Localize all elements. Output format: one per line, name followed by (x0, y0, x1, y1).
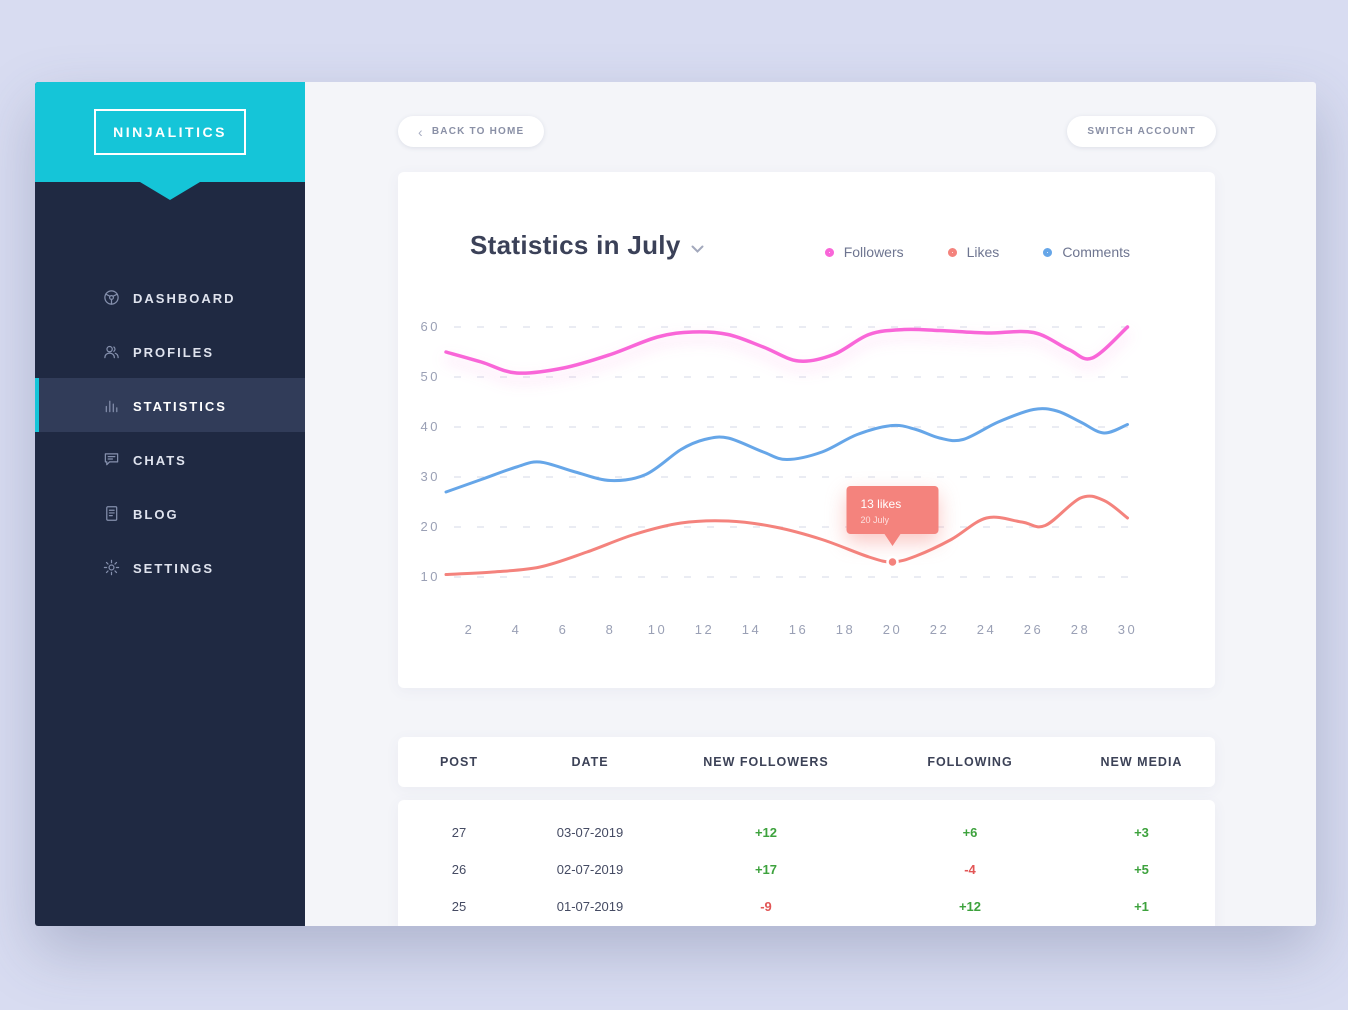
menu-label: STATISTICS (133, 398, 227, 414)
cell-new-followers: +12 (754, 825, 778, 840)
legend-label: Followers (843, 244, 904, 260)
sidebar-item-chats[interactable]: CHATS (35, 432, 305, 486)
legend-item-followers[interactable]: Followers (824, 244, 904, 260)
cell-new-media: +1 (1134, 899, 1149, 914)
sidebar-item-dashboard[interactable]: DASHBOARD (35, 270, 305, 324)
chart-legend: Followers Likes Comments (824, 244, 1130, 260)
cell-post: 27 (451, 825, 467, 840)
svg-text:60: 60 (421, 319, 440, 334)
main-area: ‹ BACK TO HOME SWITCH ACCOUNT Statistics… (305, 82, 1316, 926)
chats-icon (103, 451, 120, 468)
svg-text:20 July: 20 July (861, 515, 890, 525)
series-line-comments (444, 407, 1129, 494)
series-line-likes (444, 494, 1129, 576)
legend-item-likes[interactable]: Likes (947, 244, 1000, 260)
legend-ring-icon (947, 247, 957, 257)
column-header-new-followers: NEW FOLLOWERS (703, 755, 829, 769)
svg-text:16: 16 (789, 622, 808, 637)
cell-new-followers: -9 (760, 899, 772, 914)
cell-date: 02-07-2019 (556, 862, 624, 877)
dashboard-icon (103, 289, 120, 306)
legend-label: Comments (1062, 244, 1130, 260)
sidebar-item-blog[interactable]: BLOG (35, 486, 305, 540)
svg-text:28: 28 (1071, 622, 1090, 637)
cell-post: 26 (451, 862, 467, 877)
sidebar-header: NINJALITICS (35, 82, 305, 182)
switch-account-button[interactable]: SWITCH ACCOUNT (1067, 116, 1216, 147)
svg-text:6: 6 (559, 622, 569, 637)
cell-following: +6 (962, 825, 978, 840)
sidebar-item-statistics[interactable]: STATISTICS (35, 378, 305, 432)
cell-new-media: +3 (1134, 825, 1149, 840)
legend-ring-icon (824, 247, 834, 257)
cell-following: -4 (964, 862, 976, 877)
svg-text:24: 24 (977, 622, 996, 637)
series-line-followers (444, 325, 1130, 375)
cell-following: +12 (958, 899, 982, 914)
chevron-down-icon (691, 245, 704, 253)
column-header-following: FOLLOWING (927, 755, 1013, 769)
table-row[interactable]: 25 01-07-2019 -9 +12 +1 (398, 888, 1215, 925)
tooltip-data-point (886, 555, 899, 569)
chevron-left-icon: ‹ (418, 123, 424, 140)
column-header-new-media: NEW MEDIA (1100, 755, 1183, 769)
settings-icon (103, 559, 120, 576)
cell-new-followers: +17 (754, 862, 778, 877)
cell-new-media: +5 (1134, 862, 1149, 877)
svg-text:20: 20 (421, 519, 440, 534)
back-to-home-button[interactable]: ‹ BACK TO HOME (398, 116, 545, 147)
cell-date: 01-07-2019 (556, 899, 624, 914)
svg-text:8: 8 (606, 622, 616, 637)
svg-text:14: 14 (742, 622, 761, 637)
svg-text:40: 40 (421, 419, 440, 434)
menu-label: SETTINGS (133, 560, 215, 576)
svg-text:50: 50 (421, 369, 440, 384)
svg-text:13 likes: 13 likes (861, 497, 902, 511)
app-window: NINJALITICS DASHBOARD PROFILES STATISTIC… (35, 82, 1316, 926)
column-header-date: DATE (571, 755, 609, 769)
statistics-chart-card: Statistics in July Followers Likes Comme… (398, 172, 1215, 688)
switch-account-label: SWITCH ACCOUNT (1087, 126, 1196, 137)
back-to-home-label: BACK TO HOME (431, 126, 525, 137)
column-header-post: POST (439, 755, 479, 769)
sidebar-menu: DASHBOARD PROFILES STATISTICS CHATS BLOG… (35, 270, 305, 594)
svg-text:30: 30 (421, 469, 440, 484)
svg-text:18: 18 (836, 622, 855, 637)
svg-text:26: 26 (1024, 622, 1043, 637)
menu-label: BLOG (133, 506, 179, 522)
posts-table-body: 27 03-07-2019 +12 +6 +3 26 02-07-2019 +1… (398, 800, 1215, 926)
chart-title-dropdown[interactable]: Statistics in July (470, 230, 704, 261)
legend-item-comments[interactable]: Comments (1043, 244, 1130, 260)
profiles-icon (103, 343, 120, 360)
chart-tooltip: 13 likes 20 July (846, 486, 939, 569)
sidebar: NINJALITICS DASHBOARD PROFILES STATISTIC… (35, 82, 305, 926)
cell-post: 25 (451, 899, 467, 914)
posts-table-header: POST DATE NEW FOLLOWERS FOLLOWING NEW MEDIA (398, 737, 1215, 787)
svg-text:12: 12 (695, 622, 714, 637)
legend-ring-icon (1043, 247, 1053, 257)
svg-text:20: 20 (883, 622, 902, 637)
svg-text:10: 10 (648, 622, 667, 637)
svg-text:10: 10 (421, 569, 440, 584)
sidebar-item-settings[interactable]: SETTINGS (35, 540, 305, 594)
menu-label: PROFILES (133, 344, 215, 360)
statistics-icon (103, 397, 120, 414)
app-logo: NINJALITICS (94, 109, 246, 155)
table-row[interactable]: 26 02-07-2019 +17 -4 +5 (398, 851, 1215, 888)
svg-text:2: 2 (465, 622, 475, 637)
chart-title: Statistics in July (470, 230, 681, 260)
sidebar-header-notch (140, 182, 200, 200)
menu-label: CHATS (133, 452, 187, 468)
legend-label: Likes (966, 244, 1000, 260)
svg-text:22: 22 (930, 622, 949, 637)
cell-date: 03-07-2019 (556, 825, 624, 840)
svg-text:4: 4 (512, 622, 522, 637)
svg-text:30: 30 (1118, 622, 1137, 637)
table-row[interactable]: 27 03-07-2019 +12 +6 +3 (398, 814, 1215, 851)
menu-label: DASHBOARD (133, 290, 236, 306)
sidebar-item-profiles[interactable]: PROFILES (35, 324, 305, 378)
blog-icon (103, 505, 120, 522)
